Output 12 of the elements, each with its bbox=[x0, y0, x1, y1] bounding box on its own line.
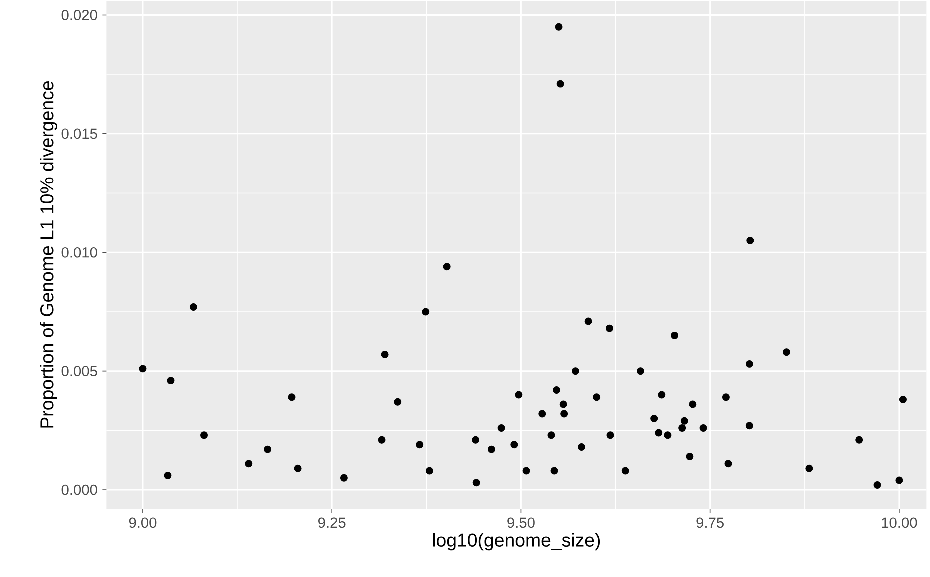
y-axis-title: Proportion of Genome L1 10% divergence bbox=[40, 82, 58, 428]
x-tick-label: 9.00 bbox=[129, 518, 157, 528]
x-tick-label: 9.25 bbox=[318, 518, 346, 528]
x-axis-title: log10(genome_size) bbox=[433, 533, 600, 551]
y-tick-label: 0.020 bbox=[62, 10, 98, 20]
x-tick-label: 9.50 bbox=[508, 518, 535, 528]
y-tick-label: 0.000 bbox=[62, 484, 98, 496]
x-tick-label: 9.75 bbox=[696, 518, 724, 528]
x-tick-label: 10.00 bbox=[882, 518, 918, 528]
y-tick-label: 0.005 bbox=[62, 366, 98, 376]
y-tick-label: 0.015 bbox=[62, 128, 98, 140]
y-tick-label: 0.010 bbox=[62, 247, 98, 258]
